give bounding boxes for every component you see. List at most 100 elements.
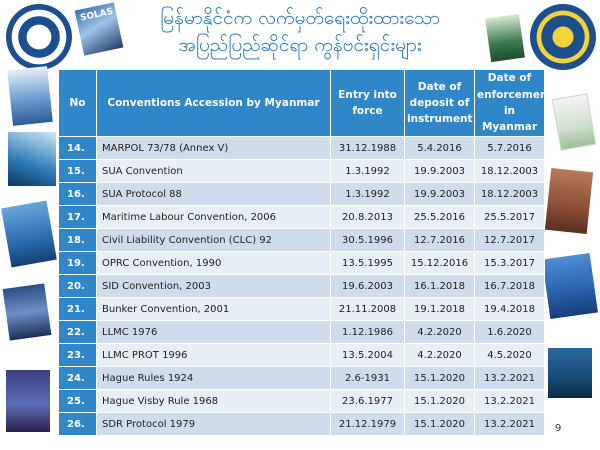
date-of-deposit: 4.2.2020 — [404, 320, 475, 344]
date-of-deposit: 12.7.2016 — [404, 228, 475, 252]
entry-into-force: 30.5.1996 — [330, 228, 405, 252]
convention-name: SUA Protocol 88 — [96, 182, 331, 206]
date-of-enforcement: 16.7.2018 — [474, 274, 545, 298]
table-row: 20. SID Convention, 2003 19.6.2003 16.1.… — [58, 274, 545, 298]
convention-name: LLMC 1976 — [96, 320, 331, 344]
table-row: 24. Hague Rules 1924 2.6-1931 15.1.2020 … — [58, 366, 545, 390]
row-number: 20. — [58, 274, 97, 298]
row-number: 24. — [58, 366, 97, 390]
row-number: 23. — [58, 343, 97, 367]
book-cover-thumbnail — [485, 13, 525, 63]
table-header-row: No Conventions Accession by Myanmar Entr… — [58, 69, 552, 137]
book-cover-thumbnail — [2, 283, 52, 341]
date-of-enforcement: 1.6.2020 — [474, 320, 545, 344]
date-of-deposit: 15.12.2016 — [404, 251, 475, 275]
convention-name: SID Convention, 2003 — [96, 274, 331, 298]
date-of-deposit: 4.2.2020 — [404, 343, 475, 367]
table-row: 21. Bunker Convention, 2001 21.11.2008 1… — [58, 297, 545, 321]
table-row: 26. SDR Protocol 1979 21.12.1979 15.1.20… — [58, 412, 545, 436]
entry-into-force: 21.11.2008 — [330, 297, 405, 321]
date-of-deposit: 16.1.2018 — [404, 274, 475, 298]
date-of-deposit: 15.1.2020 — [404, 412, 475, 436]
entry-into-force: 2.6-1931 — [330, 366, 405, 390]
book-cover-thumbnail — [548, 348, 592, 398]
table-row: 25. Hague Visby Rule 1968 23.6.1977 15.1… — [58, 389, 545, 413]
table-row: 23. LLMC PROT 1996 13.5.2004 4.2.2020 4.… — [58, 343, 545, 367]
header-entry-into-force: Entry into force — [330, 69, 405, 137]
convention-name: SUA Convention — [96, 159, 331, 183]
header-date-of-enforcement: Date of enforcement in Myanmar — [474, 69, 552, 137]
convention-name: Hague Rules 1924 — [96, 366, 331, 390]
date-of-enforcement: 5.7.2016 — [474, 136, 545, 160]
table-row: 22. LLMC 1976 1.12.1986 4.2.2020 1.6.202… — [58, 320, 545, 344]
row-number: 22. — [58, 320, 97, 344]
entry-into-force: 13.5.1995 — [330, 251, 405, 275]
row-number: 14. — [58, 136, 97, 160]
date-of-enforcement: 25.5.2017 — [474, 205, 545, 229]
date-of-deposit: 19.9.2003 — [404, 159, 475, 183]
convention-name: SDR Protocol 1979 — [96, 412, 331, 436]
date-of-enforcement: 18.12.2003 — [474, 182, 545, 206]
slide-title-line-1: မြန်မာနိုင်ငံက လက်မှတ်ရေးထိုးထားသော — [160, 7, 440, 29]
table-row: 15. SUA Convention 1.3.1992 19.9.2003 18… — [58, 159, 545, 183]
date-of-deposit: 19.9.2003 — [404, 182, 475, 206]
date-of-enforcement: 19.4.2018 — [474, 297, 545, 321]
header-convention-name: Conventions Accession by Myanmar — [96, 69, 331, 137]
date-of-enforcement: 12.7.2017 — [474, 228, 545, 252]
row-number: 21. — [58, 297, 97, 321]
convention-name: Maritime Labour Convention, 2006 — [96, 205, 331, 229]
solas-book-label: SOLAS — [79, 6, 115, 24]
entry-into-force: 31.12.1988 — [330, 136, 405, 160]
page-number: 9 — [555, 423, 562, 434]
table-row: 19. OPRC Convention, 1990 13.5.1995 15.1… — [58, 251, 545, 275]
date-of-enforcement: 13.2.2021 — [474, 389, 545, 413]
date-of-enforcement: 18.12.2003 — [474, 159, 545, 183]
row-number: 26. — [58, 412, 97, 436]
row-number: 17. — [58, 205, 97, 229]
date-of-deposit: 15.1.2020 — [404, 366, 475, 390]
convention-name: Bunker Convention, 2001 — [96, 297, 331, 321]
book-cover-thumbnail — [7, 66, 53, 126]
entry-into-force: 21.12.1979 — [330, 412, 405, 436]
convention-name: LLMC PROT 1996 — [96, 343, 331, 367]
convention-name: Hague Visby Rule 1968 — [96, 389, 331, 413]
date-of-enforcement: 4.5.2020 — [474, 343, 545, 367]
convention-name: MARPOL 73/78 (Annex V) — [96, 136, 331, 160]
table-row: 14. MARPOL 73/78 (Annex V) 31.12.1988 5.… — [58, 136, 545, 160]
conventions-table: No Conventions Accession by Myanmar Entr… — [58, 69, 552, 436]
row-number: 25. — [58, 389, 97, 413]
book-cover-thumbnail — [544, 167, 594, 235]
book-cover-thumbnail — [551, 93, 597, 151]
entry-into-force: 19.6.2003 — [330, 274, 405, 298]
book-cover-thumbnail — [8, 132, 56, 186]
date-of-enforcement: 13.2.2021 — [474, 366, 545, 390]
row-number: 15. — [58, 159, 97, 183]
row-number: 16. — [58, 182, 97, 206]
header-no: No — [58, 69, 97, 137]
date-of-deposit: 5.4.2016 — [404, 136, 475, 160]
convention-name: Civil Liability Convention (CLC) 92 — [96, 228, 331, 252]
row-number: 19. — [58, 251, 97, 275]
ministry-logo — [530, 4, 596, 70]
book-cover-thumbnail — [1, 200, 57, 268]
entry-into-force: 1.3.1992 — [330, 159, 405, 183]
date-of-deposit: 25.5.2016 — [404, 205, 475, 229]
entry-into-force: 20.8.2013 — [330, 205, 405, 229]
entry-into-force: 13.5.2004 — [330, 343, 405, 367]
table-row: 18. Civil Liability Convention (CLC) 92 … — [58, 228, 545, 252]
table-row: 16. SUA Protocol 88 1.3.1992 19.9.2003 1… — [58, 182, 545, 206]
book-cover-thumbnail — [6, 370, 50, 432]
date-of-deposit: 15.1.2020 — [404, 389, 475, 413]
table-row: 17. Maritime Labour Convention, 2006 20.… — [58, 205, 545, 229]
convention-name: OPRC Convention, 1990 — [96, 251, 331, 275]
entry-into-force: 23.6.1977 — [330, 389, 405, 413]
maritime-administration-logo — [6, 4, 72, 70]
date-of-deposit: 19.1.2018 — [404, 297, 475, 321]
book-cover-thumbnail — [542, 252, 598, 320]
solas-book-thumbnail: SOLAS — [74, 2, 124, 56]
date-of-enforcement: 13.2.2021 — [474, 412, 545, 436]
entry-into-force: 1.12.1986 — [330, 320, 405, 344]
header-date-of-deposit: Date of deposit of instrument — [404, 69, 475, 137]
row-number: 18. — [58, 228, 97, 252]
entry-into-force: 1.3.1992 — [330, 182, 405, 206]
